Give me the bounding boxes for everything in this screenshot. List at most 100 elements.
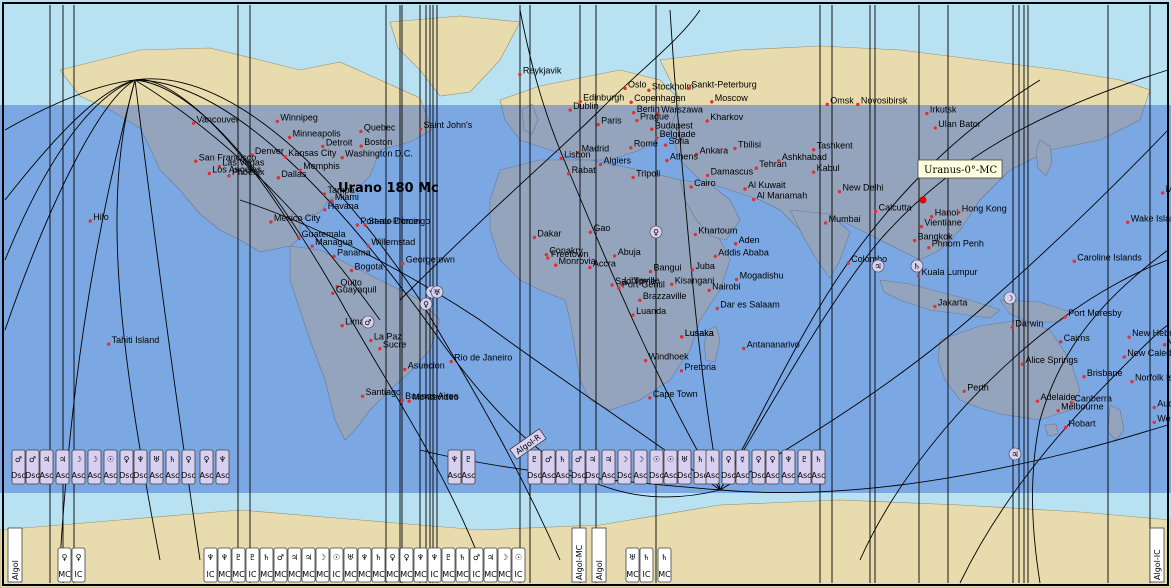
vertical-star-tag[interactable]: Algol-IC <box>1149 527 1165 583</box>
tag-word: Asc <box>447 471 461 480</box>
city: Monrovia <box>553 256 596 267</box>
city-name: La Paz <box>374 331 403 341</box>
asc-dsc-tag[interactable]: ♇ Asc <box>797 449 812 485</box>
planet-marker[interactable]: ♃ <box>871 259 885 273</box>
vertical-star-tag[interactable]: Algol <box>7 527 23 583</box>
asc-dsc-tag[interactable]: ♃ Dsc <box>585 449 600 485</box>
city-name: Buenos Aires <box>405 391 459 401</box>
asc-dsc-tag[interactable]: ♄ Asc <box>165 449 180 485</box>
mc-ic-tag[interactable]: ♆ MC <box>217 547 232 583</box>
city-name: Los Angeles <box>212 164 262 174</box>
asc-dsc-tag[interactable]: ☉ Asc <box>663 449 678 485</box>
city: Al Manamah <box>751 191 807 202</box>
planet-marker[interactable]: ♂ <box>361 315 375 329</box>
asc-dsc-tag[interactable]: ♀ Asc <box>199 449 214 485</box>
asc-dsc-tag[interactable]: ♃ Asc <box>39 449 54 485</box>
mc-ic-tag[interactable]: ♄ MC <box>371 547 386 583</box>
asc-dsc-tag[interactable]: ♅ Dsc <box>677 449 692 485</box>
vertical-star-tag[interactable]: Algol-MC <box>571 527 587 583</box>
planet-marker[interactable]: ♄ <box>910 259 924 273</box>
asc-dsc-tag[interactable]: ☉ Dsc <box>649 449 664 485</box>
vertical-star-tag[interactable]: Algol <box>591 527 607 583</box>
mc-ic-tag[interactable]: ♆ MC <box>413 547 428 583</box>
city: Hanoi <box>930 208 958 219</box>
mc-ic-tag[interactable]: ☉ IC <box>329 547 344 583</box>
asc-dsc-tag[interactable]: ♇ Dsc <box>527 449 542 485</box>
asc-dsc-tag[interactable]: ☽ Asc <box>87 449 102 485</box>
asc-dsc-tag[interactable]: ♀ Dsc <box>181 449 196 485</box>
mc-ic-tag[interactable]: ♂ IC <box>469 547 484 583</box>
planet-marker[interactable]: ♅ <box>430 285 444 299</box>
asc-dsc-tag[interactable]: ♀ Dsc <box>751 449 766 485</box>
planet-marker[interactable]: ☽ <box>1003 291 1017 305</box>
asc-dsc-tag[interactable]: ♀ Dsc <box>119 449 134 485</box>
asc-dsc-tag[interactable]: ♆ Dsc <box>133 449 148 485</box>
asc-dsc-tag[interactable]: ♄ Asc <box>705 449 720 485</box>
asc-dsc-tag[interactable]: ♅ Asc <box>149 449 164 485</box>
mc-ic-tag[interactable]: ♃ MC <box>483 547 498 583</box>
asc-dsc-tag[interactable]: ☽ Asc <box>633 449 648 485</box>
mc-ic-tag[interactable]: ♇ IC <box>245 547 260 583</box>
mc-ic-tag[interactable]: ♆ MC <box>357 547 372 583</box>
mc-ic-tag[interactable]: ♄ MC <box>657 547 672 583</box>
tag-glyph: ♃ <box>305 553 312 562</box>
asc-dsc-tag[interactable]: ♆ Asc <box>215 449 230 485</box>
city-dot <box>713 254 718 258</box>
asc-dsc-tag[interactable]: ♃ Asc <box>55 449 70 485</box>
tag-word: Asc <box>199 471 213 480</box>
asc-dsc-tag[interactable]: ♄ Asc <box>811 449 826 485</box>
planet-marker[interactable]: ♀ <box>649 225 663 239</box>
mc-ic-tag[interactable]: ♇ MC <box>231 547 246 583</box>
tag-word: Dsc <box>751 471 766 480</box>
mc-ic-tag[interactable]: ♇ MC <box>441 547 456 583</box>
asc-dsc-tag[interactable]: ♄ Asc <box>555 449 570 485</box>
tag-word: MC <box>484 570 497 579</box>
mc-ic-tag[interactable]: ☽ MC <box>315 547 330 583</box>
asc-dsc-tag[interactable]: ♂ Dsc <box>571 449 586 485</box>
mc-ic-tag[interactable]: ♅ MC <box>625 547 640 583</box>
mc-ic-tag[interactable]: ☽ MC <box>497 547 512 583</box>
asc-dsc-tag[interactable]: ♂ Dsc <box>25 449 40 485</box>
city-dot <box>873 209 878 214</box>
asc-dsc-tag[interactable]: ♂ Asc <box>541 449 556 485</box>
city-dot <box>1130 380 1134 384</box>
mc-ic-tag[interactable]: ♆ IC <box>203 547 218 583</box>
asc-dsc-tag[interactable]: ♆ Asc <box>447 449 462 485</box>
city: Vientiane <box>919 218 962 229</box>
asc-dsc-tag[interactable]: ☿ Asc <box>735 449 750 485</box>
city: Sankt-Peterburg <box>686 79 757 91</box>
mc-ic-tag[interactable]: ♀ MC <box>385 547 400 583</box>
mc-ic-tag[interactable]: ♀ IC <box>71 547 86 583</box>
tag-box <box>11 449 26 485</box>
planet-marker[interactable]: ♀ <box>419 297 433 311</box>
mc-ic-tag[interactable]: ♅ MC <box>343 547 358 583</box>
asc-dsc-tag[interactable]: ♇ Asc <box>461 449 476 485</box>
mc-ic-tag[interactable]: ♂ MC <box>273 547 288 583</box>
planet-marker[interactable]: ♃ <box>1008 447 1022 461</box>
city-name: Las Vegas <box>222 158 265 168</box>
asc-dsc-tag[interactable]: ♀ Asc <box>765 449 780 485</box>
asc-dsc-tag[interactable]: ☉ Asc <box>103 449 118 485</box>
mc-ic-tag[interactable]: ♄ MC <box>259 547 274 583</box>
city-name: Hanoi <box>935 208 959 218</box>
mc-ic-tag[interactable]: ♃ MC <box>287 547 302 583</box>
asc-dsc-tag[interactable]: ☽ Asc <box>71 449 86 485</box>
mc-ic-tag[interactable]: ♄ IC <box>639 547 654 583</box>
asc-dsc-tag[interactable]: ♀ Dsc <box>721 449 736 485</box>
asc-dsc-tag[interactable]: ♃ Asc <box>601 449 616 485</box>
mc-ic-tag[interactable]: ♃ MC <box>301 547 316 583</box>
city-dot <box>751 197 756 202</box>
land-australia <box>937 319 1081 421</box>
mc-ic-tag[interactable]: ♀ MC <box>57 547 72 583</box>
asc-dsc-tag[interactable]: ♆ Asc <box>781 449 796 485</box>
marker-circle <box>871 259 885 273</box>
mc-ic-tag[interactable]: ☉ IC <box>511 547 526 583</box>
asc-dsc-tag[interactable]: ♂ Dsc <box>11 449 26 485</box>
mc-ic-tag[interactable]: ♄ MC <box>455 547 470 583</box>
asc-dsc-tag[interactable]: ♄ Dsc <box>693 449 708 485</box>
asc-dsc-tag[interactable]: ☽ Dsc <box>617 449 632 485</box>
mc-ic-tag[interactable]: ♀ MC <box>399 547 414 583</box>
mc-ic-tag[interactable]: ♆ IC <box>427 547 442 583</box>
